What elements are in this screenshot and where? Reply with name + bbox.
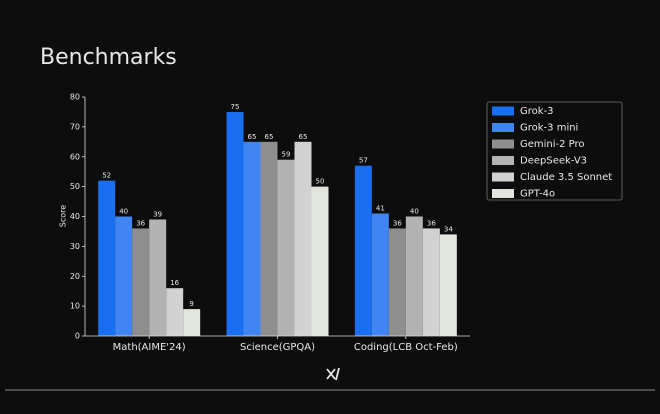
value-label: 16 [170, 279, 179, 287]
bar [149, 219, 167, 336]
bar [166, 288, 184, 336]
value-label: 75 [231, 103, 240, 111]
bar [260, 141, 278, 336]
legend-swatch [492, 106, 514, 116]
value-label: 65 [248, 133, 257, 141]
bar [132, 228, 150, 336]
value-label: 57 [359, 157, 368, 165]
value-label: 65 [265, 133, 274, 141]
legend-swatch [492, 172, 514, 182]
x-tick-label: Math(AIME'24) [113, 342, 186, 353]
y-tick-label: 50 [70, 182, 80, 191]
bar [371, 213, 389, 336]
value-label: 50 [316, 178, 325, 186]
y-tick-label: 60 [70, 152, 80, 161]
bar [422, 228, 440, 336]
legend-label: GPT-4o [520, 189, 555, 200]
value-label: 36 [393, 219, 402, 227]
legend-swatch [492, 156, 514, 165]
bar [439, 234, 457, 336]
bar [98, 180, 116, 336]
bar [354, 165, 372, 336]
value-label: 59 [282, 151, 291, 159]
bar [243, 141, 261, 336]
y-tick-label: 80 [70, 93, 80, 102]
legend-label: Gemini-2 Pro [520, 139, 585, 150]
bar [388, 228, 406, 336]
bar [115, 216, 133, 336]
value-label: 9 [189, 300, 193, 308]
value-label: 40 [119, 208, 128, 216]
value-label: 36 [427, 219, 436, 227]
legend-swatch [492, 123, 514, 132]
legend-label: Claude 3.5 Sonnet [520, 172, 612, 183]
bar [405, 216, 423, 336]
value-label: 36 [136, 219, 145, 227]
legend-label: Grok-3 [520, 106, 554, 117]
value-label: 65 [299, 133, 308, 141]
y-tick-label: 20 [70, 272, 80, 281]
bar [183, 309, 201, 336]
legend-box [486, 101, 623, 201]
bar [311, 186, 329, 336]
bar [226, 111, 244, 336]
legend-label: DeepSeek-V3 [520, 156, 587, 167]
value-label: 52 [102, 172, 111, 180]
legend-swatch [492, 189, 514, 198]
y-tick-label: 10 [70, 302, 80, 311]
y-tick-label: 70 [70, 122, 80, 131]
bar [294, 141, 312, 336]
legend-label: Grok-3 mini [520, 123, 578, 134]
legend-swatch [492, 139, 514, 149]
x-tick-label: Science(GPQA) [240, 342, 315, 353]
y-tick-label: 40 [70, 212, 80, 221]
value-label: 41 [376, 205, 385, 213]
bar [277, 159, 295, 336]
x-tick-label: Coding(LCB Oct-Feb) [354, 342, 458, 353]
logo [326, 367, 340, 381]
value-label: 34 [444, 225, 453, 233]
value-label: 39 [153, 210, 162, 218]
y-tick-label: 0 [75, 332, 80, 341]
y-axis-label: Score [59, 205, 68, 227]
value-label: 40 [410, 208, 419, 216]
chart-title: Benchmarks [40, 45, 177, 70]
y-tick-label: 30 [70, 242, 80, 251]
